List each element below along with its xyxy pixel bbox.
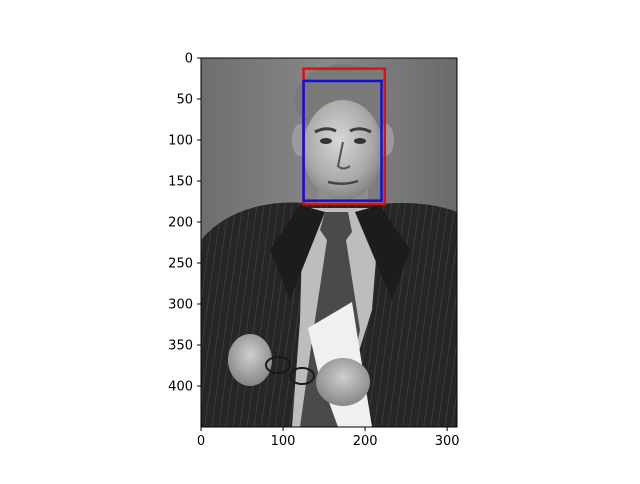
x-tick-label: 0 <box>197 434 205 449</box>
y-tick-label: 300 <box>168 298 193 313</box>
y-axis: 0 50 100 150 200 250 300 350 400 <box>168 52 201 395</box>
x-tick-label: 100 <box>271 434 296 449</box>
y-tick-label: 250 <box>168 257 193 272</box>
y-tick-label: 400 <box>168 380 193 395</box>
x-tick-label: 300 <box>435 434 460 449</box>
y-tick-label: 100 <box>168 134 193 149</box>
x-tick-label: 200 <box>353 434 378 449</box>
y-tick-label: 350 <box>168 339 193 354</box>
bounding-box-2 <box>302 79 383 202</box>
y-tick-label: 0 <box>185 52 193 67</box>
x-axis: 0 100 200 300 <box>197 427 460 449</box>
y-tick-label: 200 <box>168 216 193 231</box>
photo-image <box>201 58 457 427</box>
y-tick-label: 50 <box>176 93 193 108</box>
bounding-boxes <box>302 67 387 206</box>
axes-frame <box>200 57 458 428</box>
y-tick-label: 150 <box>168 175 193 190</box>
